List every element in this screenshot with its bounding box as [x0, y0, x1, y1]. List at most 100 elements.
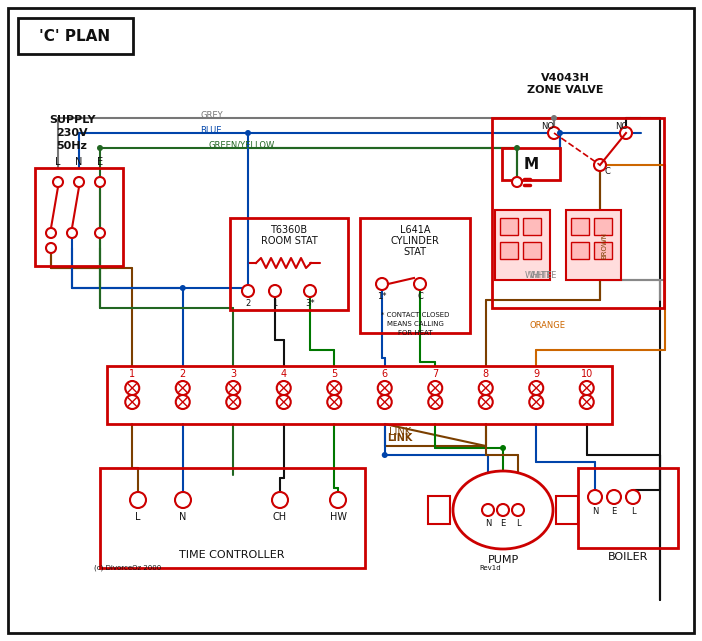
Text: N: N — [592, 508, 598, 517]
Circle shape — [226, 395, 240, 409]
Bar — [495, 210, 550, 280]
Text: L: L — [630, 508, 635, 517]
Text: L: L — [516, 519, 520, 528]
Circle shape — [551, 115, 557, 121]
Text: T6360B: T6360B — [270, 225, 307, 235]
Circle shape — [272, 492, 288, 508]
Circle shape — [482, 504, 494, 516]
Text: BROWN: BROWN — [601, 231, 607, 258]
Ellipse shape — [453, 471, 553, 549]
Circle shape — [226, 381, 240, 395]
Circle shape — [53, 177, 63, 187]
Circle shape — [500, 445, 506, 451]
Text: * CONTACT CLOSED: * CONTACT CLOSED — [380, 312, 449, 318]
Bar — [107, 366, 612, 424]
Circle shape — [269, 285, 281, 297]
Text: HW: HW — [329, 512, 347, 522]
Bar — [35, 168, 123, 266]
Text: 2: 2 — [180, 369, 186, 379]
Circle shape — [125, 395, 139, 409]
Text: ROOM STAT: ROOM STAT — [260, 236, 317, 246]
Bar — [360, 218, 470, 333]
Text: L: L — [135, 512, 140, 522]
Circle shape — [428, 381, 442, 395]
Text: STAT: STAT — [404, 247, 427, 257]
Text: L: L — [55, 157, 61, 167]
Text: 3: 3 — [230, 369, 237, 379]
Circle shape — [74, 177, 84, 187]
Bar — [571, 218, 589, 235]
Circle shape — [378, 395, 392, 409]
Circle shape — [479, 395, 493, 409]
Text: 'C' PLAN: 'C' PLAN — [39, 28, 110, 44]
Text: 2: 2 — [246, 299, 251, 308]
Circle shape — [175, 492, 191, 508]
Text: BOILER: BOILER — [608, 552, 648, 562]
Text: (c) DivorceOz 2000: (c) DivorceOz 2000 — [94, 565, 161, 571]
Circle shape — [330, 492, 346, 508]
Bar — [566, 210, 621, 280]
Circle shape — [46, 243, 56, 253]
Text: C: C — [417, 292, 423, 301]
Circle shape — [529, 395, 543, 409]
Text: N: N — [75, 157, 83, 167]
Bar — [100, 468, 365, 568]
Circle shape — [580, 381, 594, 395]
Text: M: M — [524, 156, 538, 172]
Text: LINK: LINK — [389, 427, 411, 437]
Text: GREY: GREY — [200, 110, 223, 119]
Bar — [523, 242, 541, 259]
Bar — [18, 18, 133, 54]
Text: 7: 7 — [432, 369, 438, 379]
Bar — [556, 496, 578, 524]
Circle shape — [548, 127, 560, 139]
Circle shape — [557, 130, 563, 136]
Circle shape — [376, 278, 388, 290]
Text: E: E — [97, 157, 103, 167]
Text: Rev1d: Rev1d — [479, 565, 501, 571]
Circle shape — [242, 285, 254, 297]
Text: 6: 6 — [382, 369, 388, 379]
Circle shape — [327, 395, 341, 409]
Circle shape — [95, 177, 105, 187]
Circle shape — [382, 452, 388, 458]
Text: WHITE: WHITE — [525, 271, 552, 279]
Text: ZONE VALVE: ZONE VALVE — [526, 85, 603, 95]
Circle shape — [626, 490, 640, 504]
Text: 8: 8 — [483, 369, 489, 379]
Circle shape — [512, 504, 524, 516]
Circle shape — [327, 381, 341, 395]
Circle shape — [176, 395, 190, 409]
Bar — [523, 218, 541, 235]
Text: 9: 9 — [534, 369, 539, 379]
Bar — [500, 218, 518, 235]
Circle shape — [529, 381, 543, 395]
Text: LINK: LINK — [388, 433, 413, 443]
Bar — [428, 496, 450, 524]
Text: CH: CH — [273, 512, 287, 522]
Text: V4043H: V4043H — [541, 73, 590, 83]
Text: C: C — [604, 167, 610, 176]
Text: MEANS CALLING: MEANS CALLING — [387, 321, 444, 327]
Circle shape — [277, 381, 291, 395]
Circle shape — [594, 159, 606, 171]
Circle shape — [497, 504, 509, 516]
Circle shape — [428, 395, 442, 409]
Circle shape — [97, 145, 103, 151]
Circle shape — [580, 395, 594, 409]
Circle shape — [304, 285, 316, 297]
Text: 10: 10 — [581, 369, 593, 379]
Text: 50Hz: 50Hz — [57, 141, 88, 151]
Circle shape — [176, 381, 190, 395]
Circle shape — [512, 177, 522, 187]
Circle shape — [180, 285, 186, 291]
Text: 1: 1 — [129, 369, 135, 379]
Circle shape — [607, 490, 621, 504]
Bar — [492, 118, 664, 308]
Bar — [594, 218, 612, 235]
Text: N: N — [179, 512, 187, 522]
Text: ORANGE: ORANGE — [530, 320, 566, 329]
Text: E: E — [611, 508, 616, 517]
Circle shape — [588, 490, 602, 504]
Circle shape — [67, 228, 77, 238]
